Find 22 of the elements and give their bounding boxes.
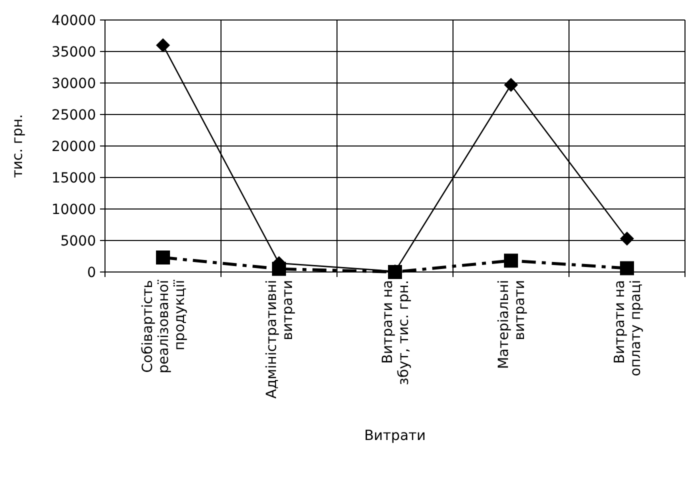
x-tick-label: Витрати на збут, тис. грн.: [380, 280, 412, 386]
y-tick-label: 35000: [51, 44, 96, 60]
point: [156, 250, 170, 265]
point: [504, 78, 518, 92]
y-tick-label: 40000: [51, 12, 96, 29]
point: [620, 261, 634, 276]
y-tick-label: 30000: [51, 76, 96, 92]
y-tick-label: 20000: [51, 138, 96, 155]
x-tick-label: Витрати на оплату праці: [612, 280, 644, 376]
x-axis-title: Витрати: [364, 428, 426, 444]
point: [504, 254, 518, 268]
y-axis-title: тис. грн.: [10, 114, 26, 178]
point: [620, 232, 634, 246]
x-tick-label: Собівартість реалізованої продукції: [140, 280, 188, 374]
y-tick-label: 0: [87, 264, 96, 281]
y-tick-label: 25000: [51, 107, 96, 124]
y-tick-label: 5000: [60, 233, 96, 250]
y-tick-label: 10000: [51, 202, 96, 218]
point: [156, 38, 170, 52]
x-tick-label: Матеріальні витрати: [496, 280, 528, 370]
y-tick-label: 15000: [51, 170, 96, 186]
x-tick-label: Адміністративні витрати: [264, 280, 296, 399]
